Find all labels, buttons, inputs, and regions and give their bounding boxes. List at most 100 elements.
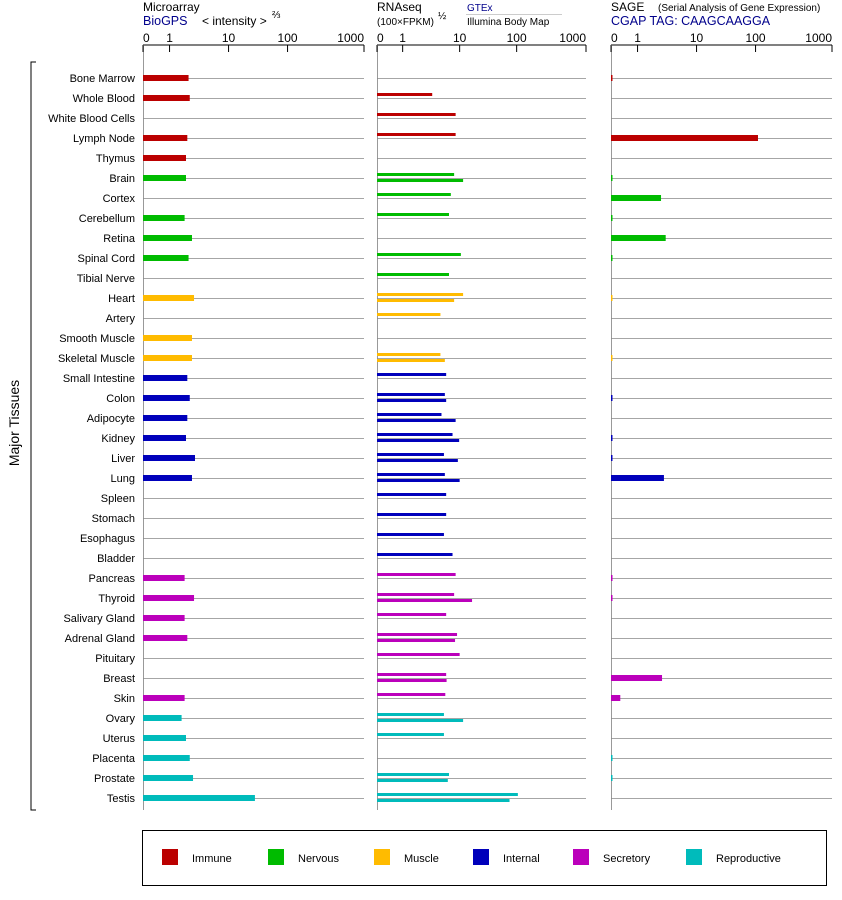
rnaseq-bar <box>377 359 445 362</box>
rnaseq-bar <box>377 459 458 462</box>
rnaseq-bar <box>377 799 510 802</box>
microarray-bar <box>143 155 186 161</box>
sage-bar <box>611 75 613 81</box>
microarray-bar <box>143 375 188 381</box>
rnaseq-bar <box>377 113 456 116</box>
sage-title: SAGE <box>611 0 644 14</box>
tissue-label: Spleen <box>101 493 135 505</box>
microarray-bar <box>143 795 255 801</box>
rnaseq-bar <box>377 673 447 676</box>
tissue-label: Prostate <box>94 773 135 785</box>
legend-label: Secretory <box>603 853 651 865</box>
rnaseq-bar <box>377 419 456 422</box>
rnaseq-unit: (100×FPKM) <box>377 17 434 28</box>
legend-label: Reproductive <box>716 853 781 865</box>
microarray-title: Microarray <box>143 0 200 14</box>
rnaseq-bar <box>377 693 446 696</box>
microarray-bar <box>143 455 196 461</box>
sage-bar <box>611 195 662 201</box>
legend-box <box>142 830 827 886</box>
rnaseq-bar <box>377 513 447 516</box>
microarray-bar <box>143 715 182 721</box>
rnaseq-header: RNAseq (100×FPKM) ½ GTEx Illumina Body M… <box>377 0 562 28</box>
microarray-bar <box>143 635 188 641</box>
rnaseq-tick-label: 10 <box>453 31 467 45</box>
microarray-bar <box>143 775 194 781</box>
tissue-bracket <box>30 61 36 811</box>
sage-subtitle: (Serial Analysis of Gene Expression) <box>658 3 820 14</box>
rnaseq-bar <box>377 599 473 602</box>
tissue-labels: Bone Marrow Whole Blood White Blood Cells L… <box>48 73 136 805</box>
sage-bar <box>611 675 663 681</box>
microarray-tick-label: 10 <box>222 31 236 45</box>
tissue-label: Brain <box>109 173 135 185</box>
rnaseq-bar <box>377 193 451 196</box>
biogps-source: BioGPS <box>143 14 187 28</box>
legend-label: Internal <box>503 853 540 865</box>
tissue-label: Pituitary <box>95 653 135 665</box>
legend-label: Nervous <box>298 853 339 865</box>
rnaseq-bar <box>377 253 461 256</box>
rnaseq-title: RNAseq <box>377 0 422 14</box>
sage-header: SAGE (Serial Analysis of Gene Expression… <box>611 0 820 28</box>
rnaseq-bar <box>377 553 453 556</box>
microarray-header: Microarray BioGPS < intensity > ⅔ <box>143 0 281 28</box>
sage-bar <box>611 355 613 361</box>
sage-tag: CGAP TAG: CAAGCAAGGA <box>611 14 771 28</box>
tissue-label: Adipocyte <box>87 413 135 425</box>
rnaseq-bar <box>377 439 460 442</box>
legend: Immune Nervous Muscle Internal Secretory Repr… <box>162 849 781 865</box>
tissue-label: Liver <box>111 453 135 465</box>
tissue-label: Cortex <box>103 193 136 205</box>
legend-swatch <box>686 849 702 865</box>
microarray-bar <box>143 735 186 741</box>
microarray-tick-label: 0 <box>143 31 150 45</box>
rnaseq-bar <box>377 733 444 736</box>
rnaseq-bar <box>377 433 453 436</box>
rnaseq-bar <box>377 613 447 616</box>
sage-bar <box>611 595 613 601</box>
rnaseq-bar <box>377 473 445 476</box>
rnaseq-bar <box>377 413 442 416</box>
tissue-label: Kidney <box>101 433 135 445</box>
microarray-bar <box>143 615 185 621</box>
microarray-bar <box>143 295 195 301</box>
sage-tick-label: 0 <box>611 31 618 45</box>
tissue-label: Uterus <box>103 733 136 745</box>
tissue-label: Heart <box>108 293 135 305</box>
microarray-bar <box>143 95 190 101</box>
tissue-label: Smooth Muscle <box>59 333 135 345</box>
microarray-bar <box>143 255 189 261</box>
tissue-label: Adrenal Gland <box>65 633 135 645</box>
y-axis-title: Major Tissues <box>6 380 22 466</box>
rnaseq-bar <box>377 779 448 782</box>
tissue-label: Esophagus <box>80 533 136 545</box>
microarray-bar <box>143 235 192 241</box>
rnaseq-bar <box>377 719 464 722</box>
rnaseq-bar <box>377 493 447 496</box>
rnaseq-bar <box>377 593 455 596</box>
sage-bar <box>611 175 613 181</box>
legend-label: Immune <box>192 853 232 865</box>
sage-panel: 0 1 10 100 1000 <box>610 31 833 810</box>
tissue-label: Lung <box>111 473 135 485</box>
microarray-unit: < intensity > <box>202 14 267 28</box>
tissue-label: Ovary <box>106 713 136 725</box>
tissue-label: Spinal Cord <box>78 253 135 265</box>
sage-tick-label: 100 <box>746 31 766 45</box>
rnaseq-bar <box>377 453 444 456</box>
sage-tick-label: 1000 <box>805 31 832 45</box>
tissue-label: Skeletal Muscle <box>58 353 135 365</box>
sage-tick-label: 10 <box>690 31 704 45</box>
sage-bar <box>611 775 613 781</box>
microarray-bar <box>143 595 195 601</box>
rnaseq-bar <box>377 313 441 316</box>
tissue-label: Tibial Nerve <box>77 273 135 285</box>
microarray-bar <box>143 355 192 361</box>
rnaseq-bar <box>377 653 460 656</box>
microarray-bar <box>143 415 188 421</box>
microarray-unit-exponent: ⅔ <box>272 10 281 21</box>
rnaseq-bar <box>377 93 433 96</box>
sage-bar <box>611 695 621 701</box>
